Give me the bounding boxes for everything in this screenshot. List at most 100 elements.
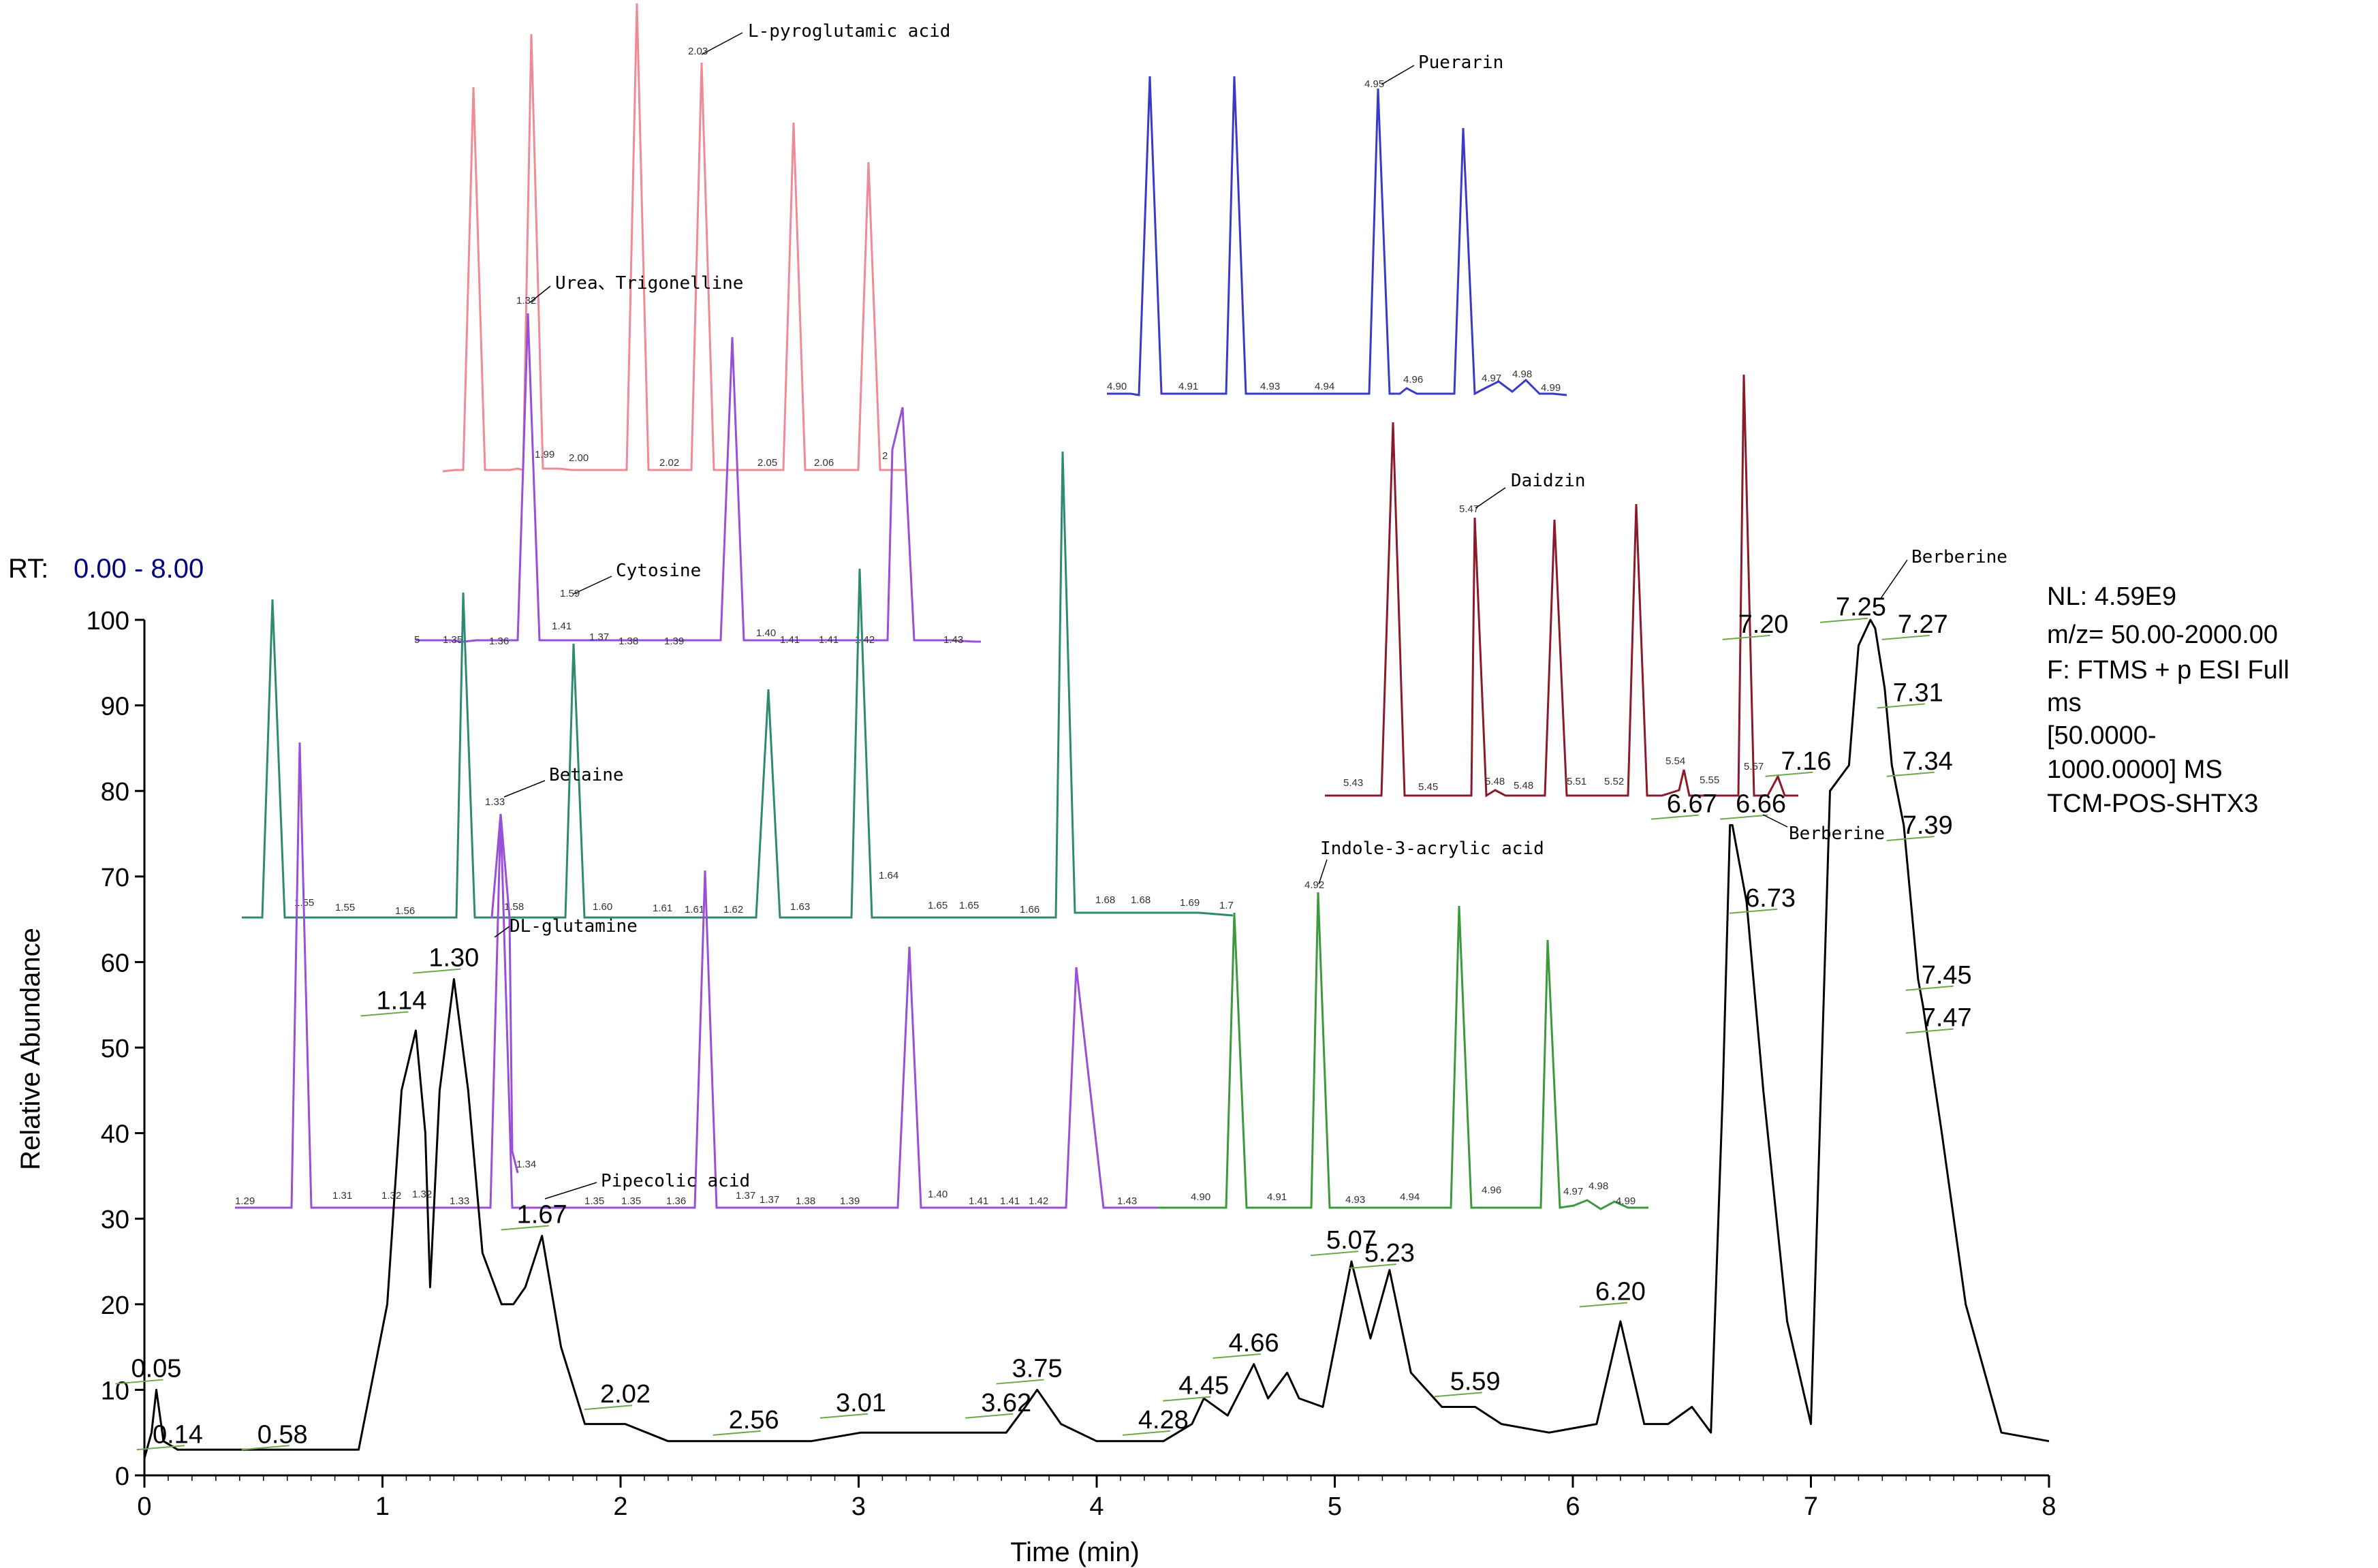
inset-tick-label: 1.36 <box>666 1195 686 1207</box>
inset-tick-label: 4.99 <box>1541 382 1561 394</box>
x-tick-label: 3 <box>851 1492 866 1521</box>
trace-cytosine <box>242 451 1234 919</box>
info-line: m/z= 50.00-2000.00 <box>2047 621 2278 649</box>
x-tick-label: 6 <box>1565 1492 1580 1521</box>
inset-tick-label: 5.57 <box>1744 761 1764 772</box>
inset-apex-label: 4.92 <box>1304 879 1324 891</box>
inset-tick-label: 1.37 <box>589 631 609 643</box>
y-ticks: 0 10 20 30 40 50 60 70 80 90 100 <box>87 607 144 1491</box>
peak-label: 5.07 <box>1326 1226 1377 1255</box>
compound-label-berberine: Berberine <box>1911 547 2007 567</box>
inset-apex-label: 1.33 <box>485 796 505 808</box>
inset-tick-label: 2.02 <box>659 457 679 469</box>
inset-tick-label: 1.99 <box>535 449 554 460</box>
y-tick-label: 50 <box>101 1035 129 1063</box>
main-tic-chart <box>143 618 2050 1459</box>
inset-tick-label: 1.68 <box>1131 894 1151 906</box>
inset-tick-label: 1.68 <box>1095 894 1115 906</box>
annotation-leader <box>1762 814 1788 828</box>
trace-l-pyroglutamic-acid <box>442 3 906 473</box>
inset-tick-label: 4.93 <box>1260 381 1280 392</box>
y-tick-label: 100 <box>87 607 129 636</box>
peak-label: 3.01 <box>836 1389 886 1417</box>
inset-tick-label: 1.32 <box>381 1190 401 1202</box>
peak-label: 4.28 <box>1138 1406 1189 1434</box>
inset-tick-label: 1.56 <box>395 905 415 917</box>
annotation-leader <box>1381 65 1415 85</box>
trace-indole-3-acrylic-acid <box>1158 892 1648 1210</box>
peak-label-leader <box>1729 908 1778 914</box>
inset-tick-label: 1.61 <box>653 903 672 914</box>
peak-label-leader <box>1720 814 1768 820</box>
inset-tick-label: 1.43 <box>943 634 963 646</box>
peak-label-leader <box>241 1445 290 1451</box>
inset-tick-label: 5.48 <box>1514 780 1533 791</box>
peak-label-leader <box>413 968 461 974</box>
info-line: F: FTMS + p ESI Full <box>2047 656 2289 685</box>
inset-tick-label: 1.39 <box>840 1195 860 1207</box>
peak-label: 7.34 <box>1903 747 1953 776</box>
inset-tick-label: 1.29 <box>235 1195 255 1207</box>
peak-label-leader <box>1650 814 1699 820</box>
inset-tick-label: 4.94 <box>1315 381 1334 392</box>
inset-tick-label: 1.58 <box>504 901 524 913</box>
inset-tick-label: 4.96 <box>1403 374 1423 386</box>
inset-tick-label: 4.91 <box>1267 1191 1287 1203</box>
inset-tick-label: 5.54 <box>1665 755 1685 767</box>
peak-label: 0.58 <box>257 1420 308 1449</box>
inset-tick-label: 5 <box>414 634 420 646</box>
compound-label-urea-trigonelline: Urea、Trigonelline <box>555 273 743 294</box>
inset-tick-label: 4.97 <box>1482 373 1501 384</box>
inset-apex-label: 4.95 <box>1364 78 1384 90</box>
peak-label-leader <box>1765 771 1813 777</box>
inset-tick-label: 1.64 <box>879 870 898 881</box>
peak-label-leader <box>136 1445 185 1451</box>
inset-tick-label: 1.66 <box>1020 904 1039 915</box>
inset-tick-label: 1.69 <box>1180 897 1200 909</box>
y-tick-label: 10 <box>101 1377 129 1405</box>
y-tick-label: 20 <box>101 1291 129 1320</box>
peak-label: 7.27 <box>1898 610 1948 639</box>
peak-label: 1.14 <box>376 986 426 1015</box>
compound-label-indole-3-acrylic-acid: Indole-3-acrylic acid <box>1320 838 1544 859</box>
peak-label-leader <box>1877 703 1925 709</box>
inset-tick-label: 4.93 <box>1345 1194 1365 1206</box>
peak-label: 6.20 <box>1595 1278 1646 1306</box>
info-line: TCM-POS-SHTX3 <box>2047 789 2258 818</box>
peak-label: 7.20 <box>1738 610 1789 639</box>
compound-label-dl-glutamine: DL-glutamine <box>510 916 638 937</box>
trace-urea-trigonelline <box>416 313 981 643</box>
inset-urea-trigonelline: 5 1.35 1.36 1.37 1.38 1.39 1.40 1.41 1.4… <box>414 273 981 647</box>
x-ticks: 0 1 2 3 4 5 6 7 8 <box>137 1475 2056 1521</box>
inset-apex-label: 5.47 <box>1459 503 1479 515</box>
y-axis-title: Relative Abundance <box>16 928 46 1170</box>
x-tick-label: 4 <box>1089 1492 1104 1521</box>
inset-tick-label: 1.35 <box>621 1195 641 1207</box>
inset-tick-label: 1.38 <box>619 636 638 647</box>
y-tick-label: 60 <box>101 949 129 977</box>
peak-label-leader <box>360 1011 409 1017</box>
inset-tick-label: 2.05 <box>757 457 777 469</box>
peak-label: 4.66 <box>1229 1329 1279 1358</box>
peak-label: 2.56 <box>729 1406 779 1434</box>
info-line: NL: 4.59E9 <box>2047 582 2176 611</box>
inset-tick-label: 5.48 <box>1485 776 1505 787</box>
inset-tick-label: 2.00 <box>569 452 589 464</box>
inset-tick-label: 1.38 <box>796 1195 815 1207</box>
inset-tick-label: 1.65 <box>928 900 948 911</box>
inset-tick-label: 4.94 <box>1400 1191 1420 1203</box>
annotation-leader <box>544 1182 597 1199</box>
peak-label-leader <box>1881 634 1930 640</box>
inset-tick-label: 1.63 <box>790 901 810 913</box>
peak-label: 6.73 <box>1745 884 1796 913</box>
peak-label: 3.62 <box>981 1389 1031 1417</box>
peak-label: 2.02 <box>600 1380 651 1409</box>
peak-label: 7.39 <box>1903 811 1953 840</box>
tic-trace <box>143 618 2050 1459</box>
peak-label-leader <box>1819 617 1868 623</box>
inset-pipecolic-acid: 1.35 1.35 1.36 1.37 1.37 1.38 1.39 1.40 … <box>235 742 1158 1209</box>
inset-betaine: 1.33 Betaine <box>485 765 624 1174</box>
peak-label-leader <box>1886 771 1935 777</box>
inset-tick-label: 1.41 <box>552 621 572 632</box>
rt-label: RT: <box>8 554 48 584</box>
